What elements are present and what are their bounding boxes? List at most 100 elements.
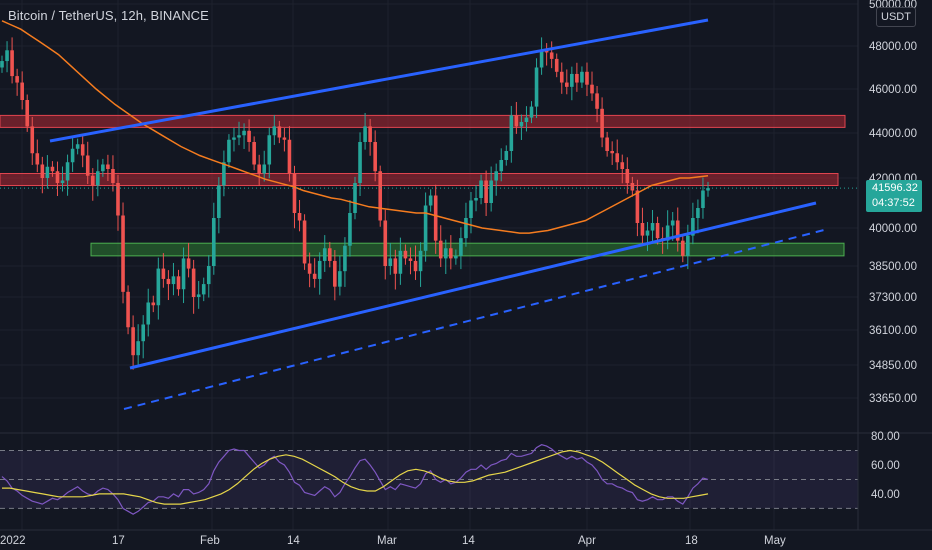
candle-body-90	[454, 255, 458, 259]
candle-body-103	[519, 122, 524, 127]
candle-body-56	[282, 137, 287, 140]
candle-body-8	[40, 164, 45, 178]
y-tick-label-3: 44000.00	[869, 128, 917, 140]
candle-body-126	[635, 190, 640, 223]
candle-body-36	[181, 258, 186, 290]
candle-body-104	[524, 117, 529, 122]
candle-body-27	[136, 341, 140, 356]
upper-channel-line	[49, 18, 709, 143]
candle-body-122	[615, 153, 620, 163]
candle-body-62	[312, 273, 317, 279]
candle-body-102	[514, 115, 519, 127]
candle-body-58	[292, 173, 297, 213]
candle-body-86	[433, 195, 438, 241]
candle-body-31	[156, 268, 161, 306]
y-tick-label-2: 46000.00	[869, 84, 917, 96]
candle-body-73	[368, 126, 372, 142]
x-tick-label-5: 14	[462, 535, 475, 547]
rsi-tick-label-0: 80.00	[871, 431, 900, 443]
lower-channel-line	[129, 201, 817, 370]
y-tick-label-7: 37300.00	[869, 292, 917, 304]
price-zones	[0, 114, 846, 257]
dashed-channel-line	[123, 228, 829, 410]
candle-body-77	[388, 258, 393, 266]
candle-body-2	[10, 50, 14, 77]
candle-body-101	[509, 115, 514, 151]
x-tick-label-1: 17	[112, 535, 125, 547]
candle-body-107	[539, 50, 544, 68]
candle-body-78	[393, 258, 398, 274]
candle-body-38	[191, 268, 196, 297]
candle-body-53	[267, 135, 272, 165]
candle-body-83	[418, 250, 423, 272]
candle-body-10	[50, 166, 55, 172]
candle-body-113	[570, 73, 574, 87]
candle-body-37	[186, 258, 191, 269]
candle-body-50	[252, 142, 256, 165]
candle-body-81	[408, 258, 413, 261]
currency-button[interactable]: USDT	[876, 7, 916, 27]
candle-body-43	[217, 185, 221, 218]
candle-body-70	[353, 183, 357, 213]
candle-body-21	[106, 164, 110, 169]
moving-average	[1, 20, 709, 234]
x-tick-label-2: Feb	[200, 535, 220, 547]
candle-body-137	[691, 218, 695, 236]
y-tick-label-1: 48000.00	[869, 41, 917, 53]
rsi-line	[1, 444, 709, 515]
candle-body-30	[151, 302, 156, 306]
x-tick-label-0: 2022	[0, 535, 26, 547]
candle-body-106	[534, 67, 539, 107]
candle-body-64	[322, 248, 327, 261]
candle-body-91	[459, 238, 463, 256]
rsi-tick-label-2: 40.00	[871, 489, 900, 501]
candle-body-105	[529, 106, 534, 118]
x-tick-label-6: Apr	[578, 535, 596, 547]
y-tick-label-5: 40000.00	[869, 223, 917, 235]
zone-resistance-0	[0, 114, 846, 128]
candle-body-121	[610, 151, 614, 154]
candle-body-80	[403, 250, 408, 259]
candle-body-48	[242, 130, 246, 136]
candle-body-116	[585, 71, 589, 85]
candle-body-18	[90, 175, 95, 186]
candle-body-111	[559, 71, 564, 83]
candle-body-110	[554, 58, 559, 72]
candle-body-13	[65, 162, 70, 181]
candle-body-16	[80, 144, 85, 156]
candle-body-138	[696, 208, 700, 218]
candle-body-11	[55, 171, 60, 183]
candle-body-51	[257, 164, 261, 174]
candle-body-23	[116, 183, 120, 216]
candle-body-135	[680, 240, 685, 256]
candle-body-28	[141, 324, 145, 342]
candle-body-1	[5, 50, 9, 62]
candle-body-118	[595, 93, 599, 109]
candle-body-19	[96, 171, 100, 186]
candle-body-63	[317, 260, 322, 279]
candle-body-44	[222, 162, 226, 186]
candle-body-134	[675, 220, 680, 241]
candle-body-114	[575, 73, 579, 83]
candle-body-74	[373, 142, 377, 172]
candle-body-95	[479, 180, 483, 198]
zone-resistance-1	[0, 173, 839, 186]
candle-body-3	[15, 76, 19, 83]
candle-body-42	[212, 218, 216, 266]
candle-body-25	[126, 291, 130, 328]
candle-body-57	[287, 139, 292, 174]
candle-body-22	[111, 169, 115, 183]
candle-body-108	[544, 50, 549, 53]
candle-body-99	[499, 160, 504, 172]
candle-body-55	[277, 126, 282, 138]
candle-body-109	[549, 52, 554, 59]
candle-body-40	[201, 284, 206, 295]
candle-body-52	[262, 164, 267, 174]
candle-body-140	[706, 188, 710, 191]
candle-body-139	[701, 190, 705, 208]
countdown-label: 04:37:52	[872, 197, 915, 209]
candle-body-124	[625, 169, 630, 183]
ma-line	[1, 20, 709, 234]
candle-body-39	[196, 294, 201, 297]
